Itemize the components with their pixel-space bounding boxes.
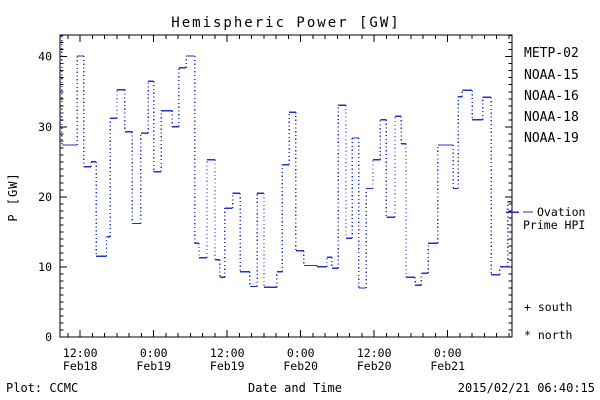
y-axis-label: P [GW]	[6, 172, 20, 221]
y-tick-label: 0	[45, 330, 52, 344]
axis-ticks	[60, 35, 512, 338]
hemisphere-markers: + south * north	[524, 300, 572, 342]
hpi-step-series	[60, 35, 512, 289]
x-tick-time-label: 0:00	[140, 346, 168, 360]
plot-timestamp: 2015/02/21 06:40:15	[458, 381, 595, 395]
x-tick-time-label: 0:00	[287, 346, 315, 360]
legend-item-metp02: METP-02	[524, 46, 579, 61]
y-tick-label: 10	[38, 260, 52, 274]
chart-title: Hemispheric Power [GW]	[171, 15, 400, 31]
x-tick-date-label: Feb18	[63, 359, 98, 373]
x-tick-time-label: 12:00	[357, 346, 392, 360]
x-tick-labels: 12:00Feb180:00Feb1912:00Feb190:00Feb2012…	[63, 346, 465, 373]
hemisphere-marker-south: + south	[524, 300, 572, 314]
x-tick-time-label: 0:00	[434, 346, 462, 360]
y-tick-label: 20	[38, 190, 52, 204]
legend-item-noaa15: NOAA-15	[524, 68, 579, 83]
x-tick-date-label: Feb20	[357, 359, 392, 373]
hemisphere-marker-north: * north	[524, 328, 572, 342]
axes-box	[59, 34, 513, 338]
ovation-label-line2: Prime HPI	[523, 218, 585, 232]
legend-item-noaa19: NOAA-19	[524, 131, 579, 146]
x-tick-date-label: Feb20	[283, 359, 318, 373]
y-tick-label: 40	[38, 50, 52, 64]
y-tick-labels: 0 10 20 30 40	[38, 50, 52, 344]
x-axis-label: Date and Time	[248, 381, 342, 395]
x-tick-time-label: 12:00	[210, 346, 245, 360]
legend-item-noaa16: NOAA-16	[524, 89, 579, 104]
satellite-legend: METP-02 NOAA-15 NOAA-16 NOAA-18 NOAA-19	[524, 46, 579, 146]
legend-item-noaa18: NOAA-18	[524, 110, 579, 125]
x-tick-time-label: 12:00	[63, 346, 98, 360]
x-tick-date-label: Feb19	[136, 359, 171, 373]
plot-credit: Plot: CCMC	[6, 381, 78, 395]
ovation-label-line1: Ovation	[537, 205, 585, 219]
ovation-legend: Ovation Prime HPI	[523, 205, 585, 232]
x-tick-date-label: Feb21	[430, 359, 465, 373]
y-tick-label: 30	[38, 120, 52, 134]
x-tick-date-label: Feb19	[210, 359, 245, 373]
